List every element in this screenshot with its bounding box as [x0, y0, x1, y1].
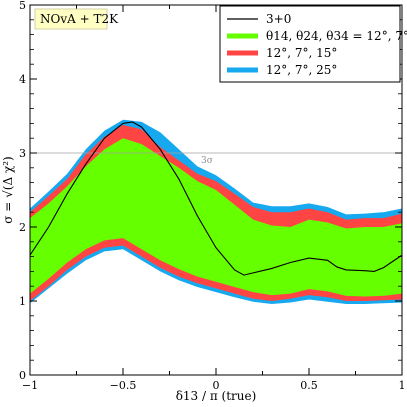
y-tick-label: 2	[19, 221, 26, 234]
x-axis-label: δ13 / π (true)	[176, 389, 257, 403]
y-axis-label: σ = √(Δ χ²)	[1, 156, 15, 223]
bands-layer	[30, 119, 402, 304]
x-tick-label: −1	[22, 379, 38, 392]
legend-label: 12°, 7°, 15°	[266, 46, 337, 60]
legend-label: θ14, θ24, θ34 = 12°, 7°, 0°	[266, 29, 407, 43]
y-tick-label: 1	[19, 295, 26, 308]
experiment-label-background	[34, 8, 108, 30]
x-tick-label: 0.5	[300, 379, 318, 392]
x-tick-label: 1	[399, 379, 406, 392]
x-tick-label: 0	[213, 379, 220, 392]
y-tick-label: 4	[19, 73, 26, 86]
y-tick-label: 0	[19, 369, 26, 382]
plot-frame	[29, 4, 403, 376]
legend: 3+0 θ14, θ24, θ34 = 12°, 7°, 0° 12°, 7°, 1…	[219, 5, 407, 83]
legend-label: 12°, 7°, 25°	[266, 63, 337, 77]
three-sigma-label: 3σ	[201, 156, 213, 166]
lines-layer	[29, 121, 403, 276]
series-3plus0-line	[29, 121, 403, 276]
y-tick-label: 3	[19, 147, 26, 160]
band-0deg	[30, 138, 402, 297]
legend-label: 3+0	[266, 12, 291, 26]
experiment-label-box: NOvA + T2K	[34, 8, 119, 30]
experiment-label: NOvA + T2K	[40, 12, 119, 26]
y-tick-label: 5	[19, 0, 26, 12]
x-tick-label: −0.5	[110, 379, 137, 392]
